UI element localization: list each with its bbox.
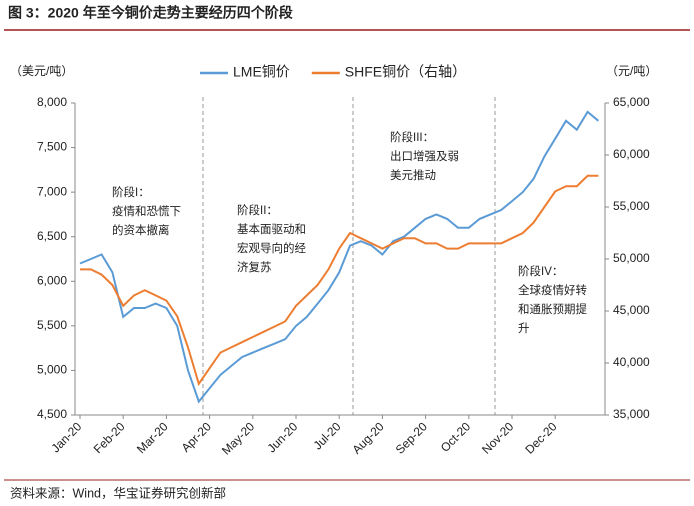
y2-tick-label: 35,000 [613,407,650,421]
annotation: 宏观导向的经 [237,241,306,255]
legend-label: SHFE铜价（右轴） [345,64,466,80]
y2-tick-label: 50,000 [613,251,650,265]
series-line [80,174,599,387]
y-tick-label: 5,500 [37,318,67,332]
y2-tick-label: 60,000 [613,147,650,161]
annotation: 基本面驱动和 [237,222,306,236]
annotation: 疫情和恐慌下 [112,204,181,218]
y-tick-label: 6,500 [37,229,67,243]
chart-title: 图 3：2020 年至今铜价走势主要经历四个阶段 [8,5,293,21]
annotation: 出口增强及弱 [390,149,459,163]
annotation: 和通胀预期提 [518,302,587,316]
annotation: 的资本撤离 [112,223,170,237]
annotation: 济复苏 [237,260,272,274]
y2-tick-label: 40,000 [613,355,650,369]
y-tick-label: 5,000 [37,363,67,377]
y-axis-label: （美元/吨） [10,64,73,78]
x-tick-label: Aug-20 [349,419,386,456]
phase-dividers [202,97,496,415]
annotation: 升 [518,322,530,335]
y2-tick-label: 45,000 [613,303,650,317]
y2-tick-label: 55,000 [613,199,650,213]
annotation: 阶段II： [237,203,278,217]
series-line [79,110,600,404]
x-tick-label: Feb-20 [91,419,128,456]
annotation: 阶段III： [390,130,434,144]
annotation: 阶段I： [112,185,150,199]
x-tick-label: Apr-20 [179,419,215,455]
x-tick-label: Nov-20 [479,419,516,456]
x-tick-label: Oct-20 [438,419,474,455]
x-tick-label: Jul-20 [311,419,344,452]
x-tick-label: Dec-20 [522,419,559,456]
y2-tick-label: 65,000 [613,95,650,109]
y-tick-label: 7,000 [37,184,67,198]
annotation: 美元推动 [390,168,436,182]
annotation: 全球疫情好转 [518,283,587,297]
x-tick-label: Mar-20 [134,419,171,456]
y-tick-label: 7,500 [37,140,67,154]
legend-label: LME铜价 [233,64,290,80]
y-tick-label: 8,000 [37,95,67,109]
annotation: 阶段IV： [518,264,563,278]
x-tick-label: Jun-20 [265,419,301,455]
source: 资料来源：Wind，华宝证券研究创新部 [10,485,226,500]
x-tick-label: Jan-20 [49,419,85,455]
x-tick-label: May-20 [219,419,257,457]
x-tick-label: Sep-20 [393,419,430,456]
y-tick-label: 4,500 [37,407,67,421]
y2-axis-label: （元/吨） [606,64,657,78]
y-tick-label: 6,000 [37,273,67,287]
